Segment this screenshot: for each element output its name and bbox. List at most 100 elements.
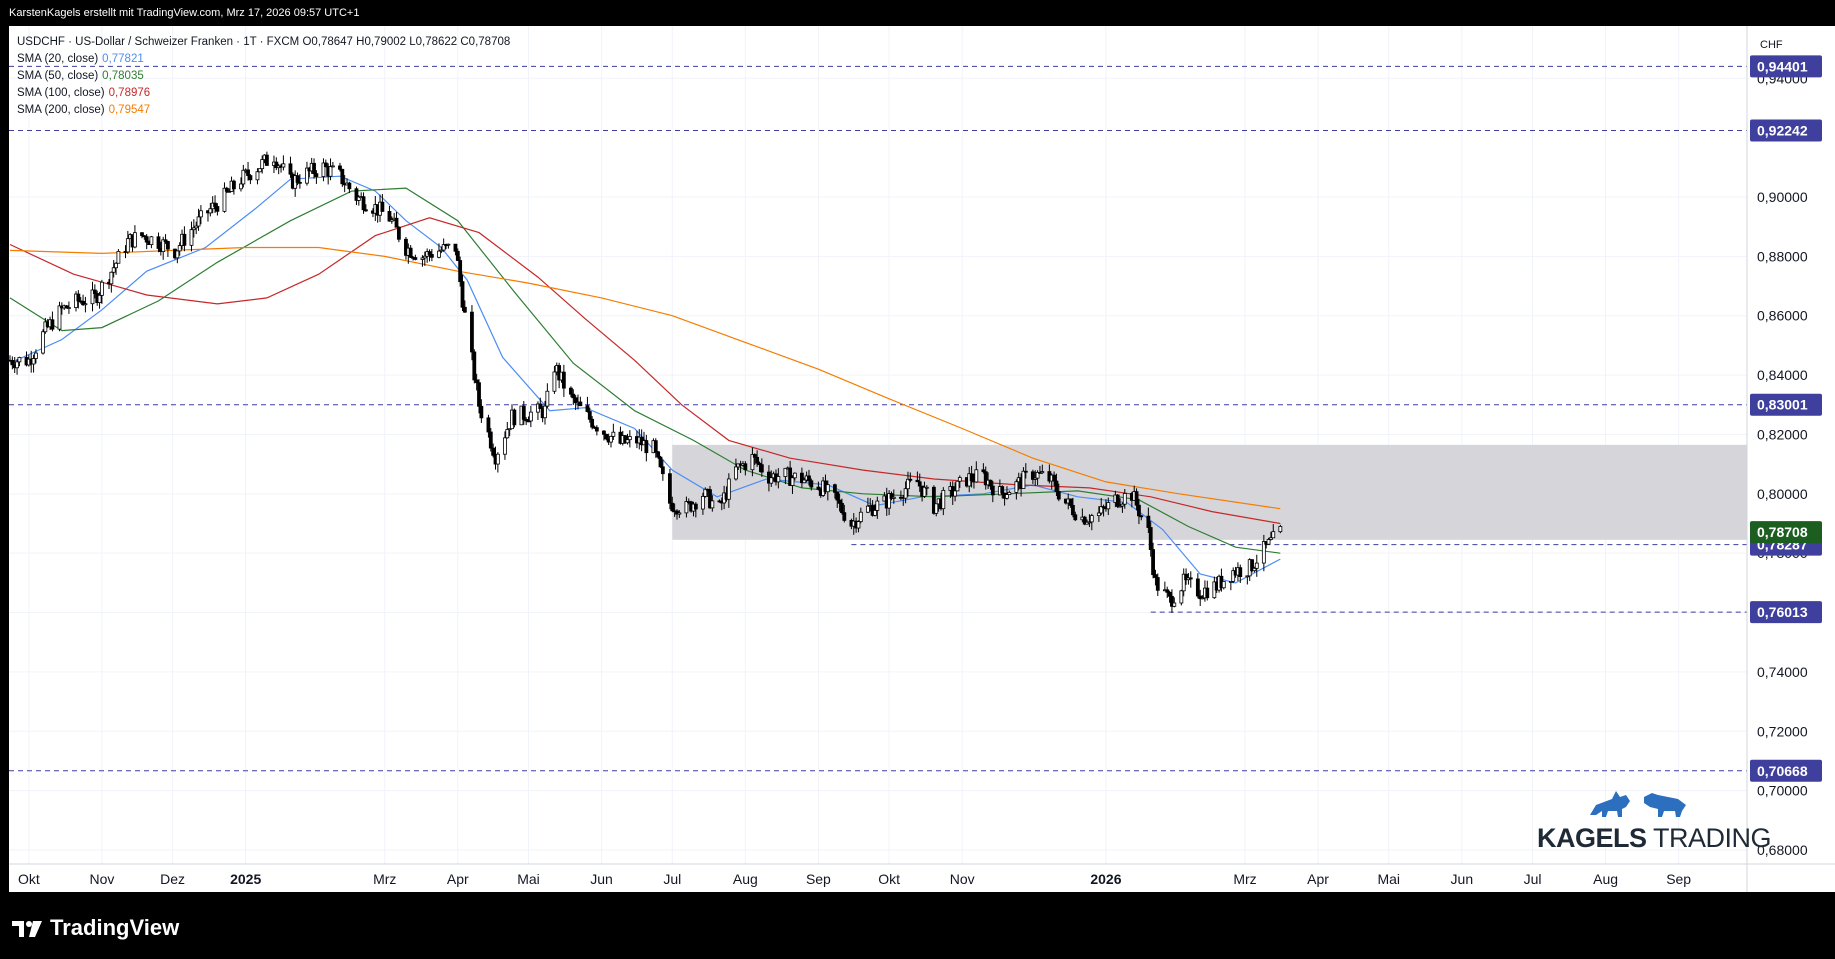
candle-body: [189, 229, 194, 246]
x-tick-label: Aug: [733, 871, 758, 887]
candle-body: [1245, 575, 1250, 578]
candle-body: [1165, 589, 1170, 593]
candle-body: [1271, 531, 1276, 539]
legend-sma-label: SMA (100, close): [17, 87, 105, 99]
candle-body: [437, 250, 441, 258]
candle-body: [109, 271, 114, 285]
candle-body: [1261, 541, 1266, 564]
kagels-wordmark: KAGELS TRADING: [1537, 823, 1772, 854]
candle-body: [394, 217, 399, 228]
candle-body: [156, 236, 161, 249]
candle-body: [865, 505, 870, 513]
candle-body: [590, 418, 595, 428]
candle-body: [875, 500, 880, 511]
candle-body: [10, 360, 15, 366]
legend-sma50-row[interactable]: SMA (50, close) 0,78035: [17, 68, 510, 85]
candle-body: [507, 428, 512, 431]
candle-body: [604, 433, 609, 440]
tradingview-logo[interactable]: TradingView: [12, 915, 179, 941]
candle-body: [1151, 549, 1155, 576]
currency-label: CHF: [1760, 39, 1783, 51]
candle-body: [788, 467, 793, 486]
x-tick-label: Jul: [1524, 871, 1542, 887]
x-tick-label: Sep: [806, 871, 831, 887]
legend-sma-value: 0,79547: [108, 104, 151, 116]
x-tick-label: Aug: [1593, 871, 1618, 887]
candle-body: [288, 163, 293, 175]
candle-body: [1181, 573, 1186, 592]
candle-body: [1122, 493, 1127, 505]
candle-body: [802, 479, 807, 484]
candle-body: [1148, 527, 1153, 550]
candle-body: [1106, 502, 1111, 510]
level-badge: [1750, 119, 1822, 142]
candle-body: [561, 371, 566, 389]
candle-body: [1101, 506, 1106, 509]
candle-body: [260, 159, 265, 170]
candle-body: [486, 417, 491, 433]
candle-body: [34, 352, 38, 359]
legend-symbol-row[interactable]: USDCHF · US-Dollar / Schweizer Franken ·…: [17, 34, 510, 51]
candle-body: [1278, 526, 1283, 533]
candle-body: [609, 435, 613, 443]
candle-body: [656, 451, 661, 458]
candle-body: [1007, 491, 1012, 495]
candle-body: [175, 250, 180, 259]
candle-body: [347, 182, 352, 190]
candle-body: [677, 512, 682, 515]
y-tick-label: 0,80000: [1757, 486, 1808, 502]
candle-body: [64, 305, 69, 309]
candle-body: [1134, 491, 1139, 506]
legend-sma20-row[interactable]: SMA (20, close) 0,77821: [17, 51, 510, 68]
candle-body: [922, 486, 927, 497]
candle-body: [133, 232, 137, 248]
x-tick-label: Apr: [1307, 871, 1329, 887]
candle-body: [981, 469, 986, 473]
candle-body: [50, 319, 55, 330]
legend-sma-value: 0,77821: [102, 53, 144, 65]
candle-body: [1179, 590, 1184, 604]
candle-body: [552, 371, 557, 392]
legend-sma200-row[interactable]: SMA (200, close) 0,79547: [17, 102, 510, 119]
candle-body: [1014, 481, 1019, 493]
x-tick-label: Mrz: [373, 871, 396, 887]
candle-body: [889, 493, 894, 499]
kagels-light: TRADING: [1653, 823, 1772, 853]
candle-body: [144, 236, 149, 243]
candle-body: [545, 390, 550, 407]
candle-body: [111, 267, 116, 273]
candle-body: [404, 238, 408, 256]
candle-body: [274, 161, 279, 169]
candle-body: [199, 210, 203, 218]
candle-body: [140, 232, 144, 237]
candle-body: [941, 489, 946, 510]
candle-body: [837, 499, 842, 504]
candle-body: [759, 464, 764, 473]
candle-body: [955, 480, 960, 492]
candle-body: [752, 454, 757, 458]
candle-body: [297, 181, 302, 184]
footer-bar: [0, 892, 1835, 959]
candle-body: [627, 436, 632, 441]
candle-body: [807, 475, 811, 482]
y-tick-label: 0,84000: [1757, 367, 1808, 383]
legend-sma100-row[interactable]: SMA (100, close) 0,78976: [17, 85, 510, 102]
candle-body: [856, 521, 861, 529]
candle-body: [213, 202, 217, 207]
x-tick-label: Jul: [663, 871, 681, 887]
x-tick-label: Nov: [950, 871, 975, 887]
candle-body: [1252, 567, 1257, 572]
candle-body: [31, 358, 36, 365]
candle-body: [363, 209, 368, 212]
candle-body: [472, 351, 477, 381]
kagels-trading-logo: KAGELS TRADING: [1537, 785, 1772, 854]
level-badge-label: 0,76013: [1757, 604, 1808, 620]
candle-body: [305, 167, 309, 184]
candle-body: [1118, 505, 1122, 508]
candle-body: [15, 361, 19, 369]
candle-body: [328, 166, 333, 177]
candle-body: [1030, 471, 1035, 480]
candle-body: [809, 480, 814, 488]
candle-body: [142, 235, 147, 238]
